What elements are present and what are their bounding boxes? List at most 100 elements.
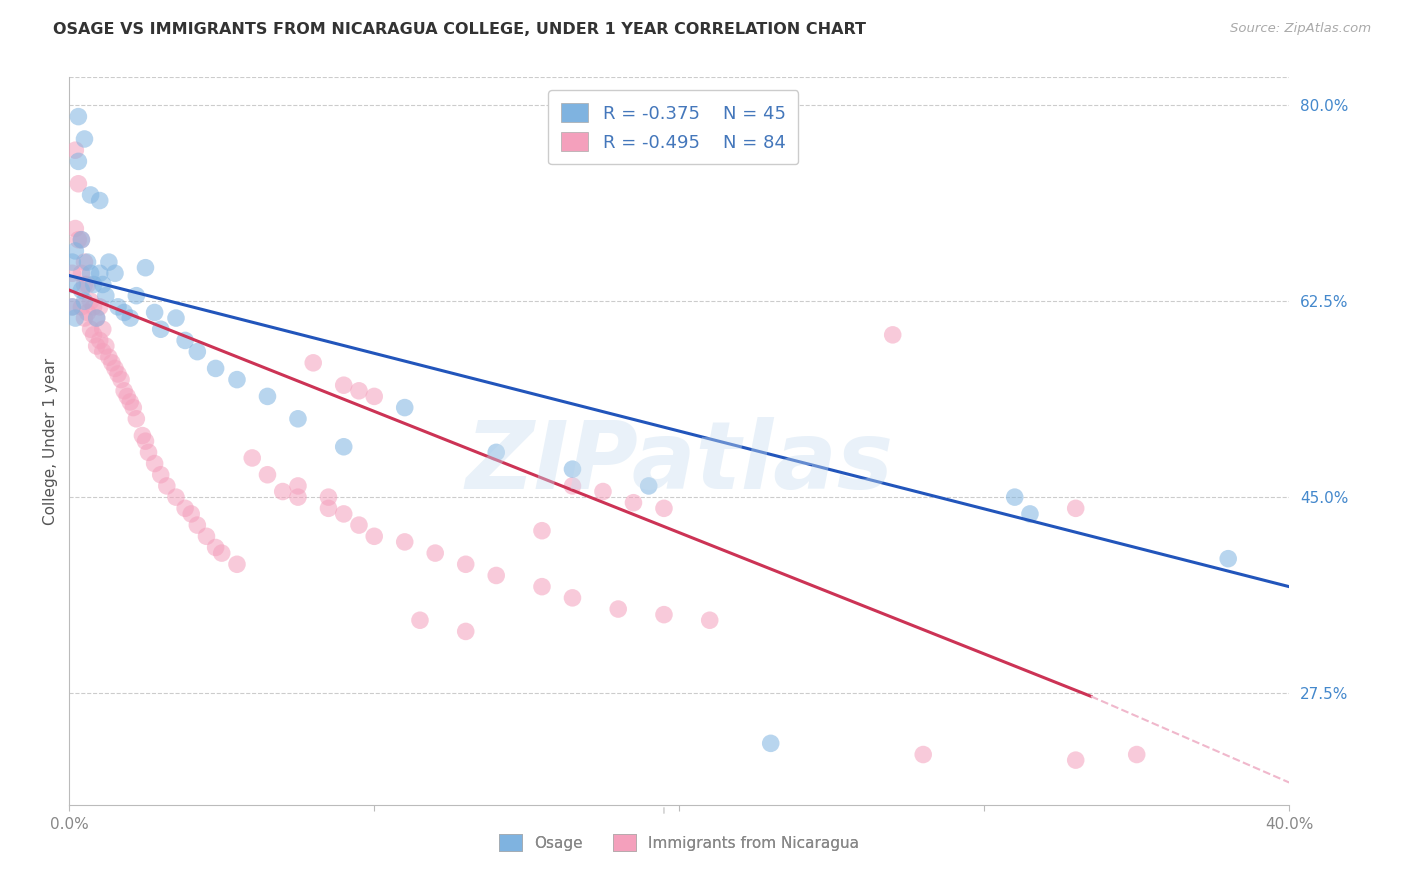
Point: [149, 467, 172, 482]
Point: [165, 311, 187, 326]
Point: [83, 300, 105, 314]
Point: [287, 411, 309, 425]
Point: [70, 300, 93, 314]
Point: [86, 339, 108, 353]
Point: [60, 300, 83, 314]
Point: [138, 445, 160, 459]
Point: [394, 401, 416, 415]
Point: [652, 501, 675, 516]
Point: [70, 283, 93, 297]
Point: [73, 255, 96, 269]
Point: [79, 266, 101, 280]
Point: [332, 378, 354, 392]
Point: [70, 233, 93, 247]
Point: [125, 288, 148, 302]
Point: [60, 255, 83, 269]
Point: [125, 411, 148, 425]
Point: [104, 266, 127, 280]
Point: [485, 445, 508, 459]
Point: [363, 529, 385, 543]
Text: ZIPatlas: ZIPatlas: [465, 417, 893, 509]
Point: [60, 300, 83, 314]
Point: [1064, 501, 1087, 516]
Point: [76, 277, 98, 292]
Point: [76, 305, 98, 319]
Point: [186, 344, 208, 359]
Point: [318, 501, 340, 516]
Point: [409, 613, 432, 627]
Point: [347, 384, 370, 398]
Point: [73, 311, 96, 326]
Point: [180, 507, 202, 521]
Point: [70, 233, 93, 247]
Point: [699, 613, 721, 627]
Point: [94, 339, 117, 353]
Y-axis label: College, Under 1 year: College, Under 1 year: [44, 358, 58, 524]
Point: [226, 558, 249, 572]
Point: [89, 194, 111, 208]
Point: [302, 356, 325, 370]
Point: [67, 233, 90, 247]
Point: [134, 260, 156, 275]
Point: [120, 311, 142, 326]
Point: [60, 277, 83, 292]
Point: [83, 277, 105, 292]
Point: [143, 457, 166, 471]
Point: [97, 255, 120, 269]
Point: [134, 434, 156, 449]
Point: [652, 607, 675, 622]
Point: [211, 546, 233, 560]
Point: [1004, 490, 1026, 504]
Point: [204, 541, 226, 555]
Point: [607, 602, 630, 616]
Point: [143, 305, 166, 319]
Point: [73, 277, 96, 292]
Legend: Osage, Immigrants from Nicaragua: Osage, Immigrants from Nicaragua: [494, 828, 866, 857]
Point: [112, 384, 135, 398]
Point: [530, 580, 553, 594]
Point: [149, 322, 172, 336]
Point: [592, 484, 614, 499]
Point: [79, 294, 101, 309]
Point: [174, 334, 197, 348]
Point: [91, 344, 114, 359]
Text: OSAGE VS IMMIGRANTS FROM NICARAGUA COLLEGE, UNDER 1 YEAR CORRELATION CHART: OSAGE VS IMMIGRANTS FROM NICARAGUA COLLE…: [53, 22, 866, 37]
Point: [67, 177, 90, 191]
Point: [79, 188, 101, 202]
Point: [110, 373, 132, 387]
Point: [67, 110, 90, 124]
Point: [73, 294, 96, 309]
Point: [287, 490, 309, 504]
Point: [394, 535, 416, 549]
Point: [97, 350, 120, 364]
Point: [107, 300, 129, 314]
Point: [115, 389, 138, 403]
Point: [454, 558, 477, 572]
Point: [131, 428, 153, 442]
Point: [530, 524, 553, 538]
Point: [271, 484, 294, 499]
Point: [1019, 507, 1042, 521]
Point: [165, 490, 187, 504]
Point: [1125, 747, 1147, 762]
Point: [112, 305, 135, 319]
Text: Source: ZipAtlas.com: Source: ZipAtlas.com: [1230, 22, 1371, 36]
Point: [89, 334, 111, 348]
Point: [561, 591, 583, 605]
Point: [94, 288, 117, 302]
Point: [70, 266, 93, 280]
Point: [485, 568, 508, 582]
Point: [89, 300, 111, 314]
Point: [65, 244, 87, 258]
Point: [65, 143, 87, 157]
Point: [156, 479, 179, 493]
Point: [120, 395, 142, 409]
Point: [561, 479, 583, 493]
Point: [76, 255, 98, 269]
Point: [1218, 551, 1240, 566]
Point: [83, 327, 105, 342]
Point: [79, 322, 101, 336]
Point: [1064, 753, 1087, 767]
Point: [73, 132, 96, 146]
Point: [332, 440, 354, 454]
